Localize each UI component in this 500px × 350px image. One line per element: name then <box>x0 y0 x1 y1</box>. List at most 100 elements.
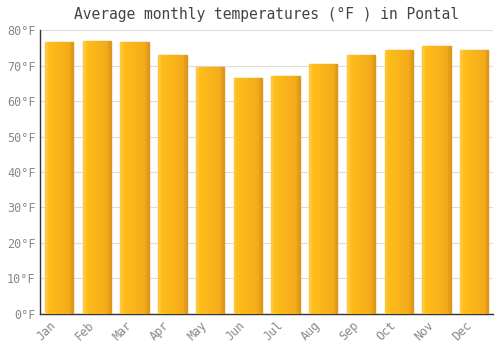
Bar <box>238 78 240 314</box>
Bar <box>412 50 413 314</box>
Bar <box>62 42 63 314</box>
Bar <box>259 78 260 314</box>
Bar <box>358 55 359 314</box>
Bar <box>408 50 409 314</box>
Bar <box>258 78 259 314</box>
Bar <box>320 64 322 314</box>
Bar <box>327 64 328 314</box>
Bar <box>158 55 159 314</box>
Bar <box>56 42 58 314</box>
Bar <box>366 55 368 314</box>
Bar <box>275 76 276 314</box>
Bar <box>180 55 181 314</box>
Bar <box>218 67 220 314</box>
Bar <box>126 42 127 314</box>
Bar <box>92 41 93 314</box>
Bar <box>357 55 358 314</box>
Bar <box>254 78 256 314</box>
Bar <box>211 67 212 314</box>
Bar <box>260 78 261 314</box>
Bar <box>477 50 478 314</box>
Bar <box>245 78 246 314</box>
Bar <box>276 76 277 314</box>
Bar <box>441 46 442 314</box>
Bar <box>261 78 262 314</box>
Bar <box>247 78 248 314</box>
Bar <box>438 46 440 314</box>
Bar <box>368 55 370 314</box>
Bar <box>102 41 104 314</box>
Bar <box>482 50 484 314</box>
Bar <box>409 50 410 314</box>
Bar <box>347 55 348 314</box>
Bar <box>352 55 354 314</box>
Bar <box>212 67 213 314</box>
Bar <box>210 67 211 314</box>
Bar <box>213 67 214 314</box>
Bar <box>170 55 172 314</box>
Bar <box>143 42 144 314</box>
Bar <box>122 42 124 314</box>
Bar <box>470 50 472 314</box>
Bar <box>392 50 393 314</box>
Bar <box>83 41 84 314</box>
Bar <box>348 55 350 314</box>
Bar <box>464 50 465 314</box>
Bar <box>145 42 146 314</box>
Bar <box>475 50 476 314</box>
Bar <box>222 67 224 314</box>
Bar <box>124 42 125 314</box>
Bar <box>160 55 161 314</box>
Bar <box>208 67 209 314</box>
Bar <box>162 55 163 314</box>
Bar <box>60 42 61 314</box>
Bar <box>436 46 438 314</box>
Bar <box>236 78 238 314</box>
Bar <box>216 67 218 314</box>
Bar <box>422 46 424 314</box>
Bar <box>241 78 242 314</box>
Bar <box>332 64 334 314</box>
Bar <box>374 55 375 314</box>
Bar <box>411 50 412 314</box>
Bar <box>136 42 138 314</box>
Bar <box>297 76 298 314</box>
Bar <box>257 78 258 314</box>
Bar <box>388 50 390 314</box>
Bar <box>252 78 254 314</box>
Bar <box>144 42 145 314</box>
Bar <box>364 55 365 314</box>
Bar <box>466 50 468 314</box>
Bar <box>242 78 243 314</box>
Bar <box>49 42 50 314</box>
Bar <box>359 55 360 314</box>
Bar <box>68 42 70 314</box>
Bar <box>110 41 111 314</box>
Bar <box>474 50 475 314</box>
Bar <box>486 50 488 314</box>
Bar <box>130 42 131 314</box>
Bar <box>427 46 428 314</box>
Bar <box>45 42 46 314</box>
Bar <box>395 50 396 314</box>
Bar <box>48 42 49 314</box>
Bar <box>425 46 426 314</box>
Bar <box>246 78 247 314</box>
Bar <box>61 42 62 314</box>
Bar <box>279 76 280 314</box>
Bar <box>362 55 363 314</box>
Bar <box>278 76 279 314</box>
Bar <box>98 41 99 314</box>
Bar <box>220 67 222 314</box>
Bar <box>463 50 464 314</box>
Bar <box>272 76 274 314</box>
Bar <box>465 50 466 314</box>
Bar <box>384 50 386 314</box>
Bar <box>365 55 366 314</box>
Bar <box>442 46 443 314</box>
Bar <box>128 42 129 314</box>
Bar <box>330 64 331 314</box>
Bar <box>206 67 208 314</box>
Bar <box>243 78 244 314</box>
Bar <box>184 55 186 314</box>
